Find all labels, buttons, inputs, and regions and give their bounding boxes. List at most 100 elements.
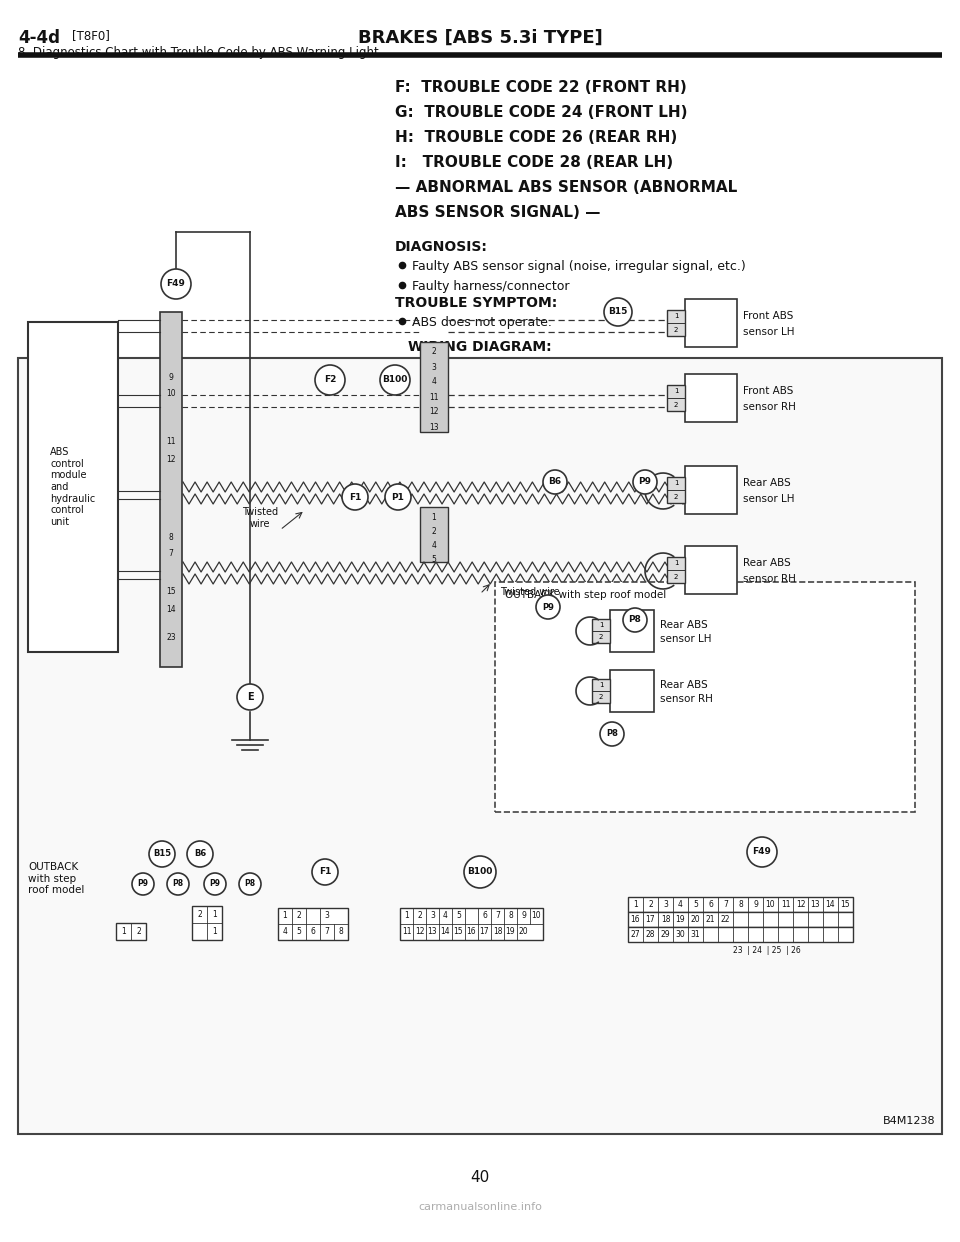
Circle shape xyxy=(604,298,632,325)
Text: 6: 6 xyxy=(311,928,316,936)
Text: B6: B6 xyxy=(194,850,206,858)
Text: P9: P9 xyxy=(209,879,221,888)
Text: 9: 9 xyxy=(753,900,758,909)
Circle shape xyxy=(633,469,657,494)
Bar xyxy=(610,610,654,652)
Text: 19: 19 xyxy=(506,928,516,936)
Text: OUTBACK
with step
roof model: OUTBACK with step roof model xyxy=(28,862,84,895)
Text: 4: 4 xyxy=(678,900,683,909)
Text: 3: 3 xyxy=(324,912,329,920)
Bar xyxy=(400,908,543,940)
Text: F49: F49 xyxy=(753,847,772,857)
Text: DIAGNOSIS:: DIAGNOSIS: xyxy=(395,240,488,255)
Bar xyxy=(685,299,737,347)
Text: 2: 2 xyxy=(674,493,678,499)
Text: 7: 7 xyxy=(169,549,174,559)
Text: ABS
control
module
and
hydraulic
control
unit: ABS control module and hydraulic control… xyxy=(50,447,96,527)
Circle shape xyxy=(385,484,411,510)
Text: 1: 1 xyxy=(674,389,679,395)
Text: 1: 1 xyxy=(432,513,437,522)
Text: Rear ABS: Rear ABS xyxy=(743,478,791,488)
Text: 9: 9 xyxy=(521,912,526,920)
Text: sensor LH: sensor LH xyxy=(743,327,795,337)
Text: 12: 12 xyxy=(415,928,424,936)
Text: 29: 29 xyxy=(660,930,670,939)
Text: carmanualsonline.info: carmanualsonline.info xyxy=(418,1202,542,1212)
Text: 18: 18 xyxy=(492,928,502,936)
Bar xyxy=(116,923,146,940)
Text: 27: 27 xyxy=(631,930,640,939)
Text: 8: 8 xyxy=(738,900,743,909)
Text: 12: 12 xyxy=(429,407,439,416)
Text: 11: 11 xyxy=(401,928,411,936)
Circle shape xyxy=(536,595,560,619)
Circle shape xyxy=(543,469,567,494)
Text: B100: B100 xyxy=(468,867,492,877)
Text: 4: 4 xyxy=(282,928,287,936)
Circle shape xyxy=(161,270,191,299)
Text: 2: 2 xyxy=(136,927,141,936)
Text: P9: P9 xyxy=(542,602,554,611)
Text: H:  TROUBLE CODE 26 (REAR RH): H: TROUBLE CODE 26 (REAR RH) xyxy=(395,130,677,145)
Text: Faulty ABS sensor signal (noise, irregular signal, etc.): Faulty ABS sensor signal (noise, irregul… xyxy=(412,260,746,273)
Bar xyxy=(420,342,448,432)
Circle shape xyxy=(747,837,777,867)
Text: P8: P8 xyxy=(173,879,183,888)
Text: 8. Diagnostics Chart with Trouble Code by ABS Warning Light: 8. Diagnostics Chart with Trouble Code b… xyxy=(18,46,379,60)
Text: 19: 19 xyxy=(676,915,685,924)
Text: 20: 20 xyxy=(518,928,528,936)
Bar xyxy=(685,466,737,514)
Text: 18: 18 xyxy=(660,915,670,924)
Text: 1: 1 xyxy=(674,313,679,319)
Text: 8: 8 xyxy=(339,928,344,936)
Text: 2: 2 xyxy=(599,633,603,640)
Text: E: E xyxy=(247,692,253,702)
Text: — ABNORMAL ABS SENSOR (ABNORMAL: — ABNORMAL ABS SENSOR (ABNORMAL xyxy=(395,180,737,195)
Circle shape xyxy=(187,841,213,867)
Text: 16: 16 xyxy=(467,928,476,936)
Bar xyxy=(667,309,685,337)
Text: F49: F49 xyxy=(167,279,185,288)
Text: 14: 14 xyxy=(166,606,176,615)
Text: 2: 2 xyxy=(674,401,678,407)
Text: 12: 12 xyxy=(796,900,805,909)
Text: 8: 8 xyxy=(169,533,174,542)
Text: 1: 1 xyxy=(599,682,603,688)
Text: 31: 31 xyxy=(690,930,700,939)
Text: 2: 2 xyxy=(432,348,437,356)
Text: 15: 15 xyxy=(454,928,464,936)
Text: 12: 12 xyxy=(166,456,176,465)
Text: 40: 40 xyxy=(470,1170,490,1186)
Text: P8: P8 xyxy=(245,879,255,888)
Text: B6: B6 xyxy=(548,477,562,487)
Text: 6: 6 xyxy=(708,900,713,909)
Text: 13: 13 xyxy=(810,900,820,909)
Bar xyxy=(592,679,610,703)
Text: Rear ABS: Rear ABS xyxy=(660,679,708,689)
Text: 2: 2 xyxy=(674,574,678,580)
Text: 6: 6 xyxy=(482,912,487,920)
Text: G:  TROUBLE CODE 24 (FRONT LH): G: TROUBLE CODE 24 (FRONT LH) xyxy=(395,106,687,120)
Text: 3: 3 xyxy=(432,363,437,371)
Text: 20: 20 xyxy=(690,915,700,924)
Text: 22: 22 xyxy=(721,915,731,924)
Text: 4: 4 xyxy=(444,912,448,920)
Text: 15: 15 xyxy=(166,587,176,596)
Bar xyxy=(667,477,685,503)
Circle shape xyxy=(204,873,226,895)
Text: 5: 5 xyxy=(456,912,461,920)
Text: 2: 2 xyxy=(418,912,421,920)
Text: 5: 5 xyxy=(432,554,437,564)
Text: 7: 7 xyxy=(723,900,728,909)
Text: BRAKES [ABS 5.3i TYPE]: BRAKES [ABS 5.3i TYPE] xyxy=(358,29,602,47)
Text: 16: 16 xyxy=(631,915,640,924)
Text: 4: 4 xyxy=(432,540,437,549)
Text: ABS does not operate.: ABS does not operate. xyxy=(412,315,552,329)
Text: 2: 2 xyxy=(674,327,678,333)
Circle shape xyxy=(167,873,189,895)
Text: 3: 3 xyxy=(663,900,668,909)
Circle shape xyxy=(342,484,368,510)
Text: P8: P8 xyxy=(606,729,618,739)
Text: TROUBLE SYMPTOM:: TROUBLE SYMPTOM: xyxy=(395,296,557,310)
Bar xyxy=(18,358,942,1134)
